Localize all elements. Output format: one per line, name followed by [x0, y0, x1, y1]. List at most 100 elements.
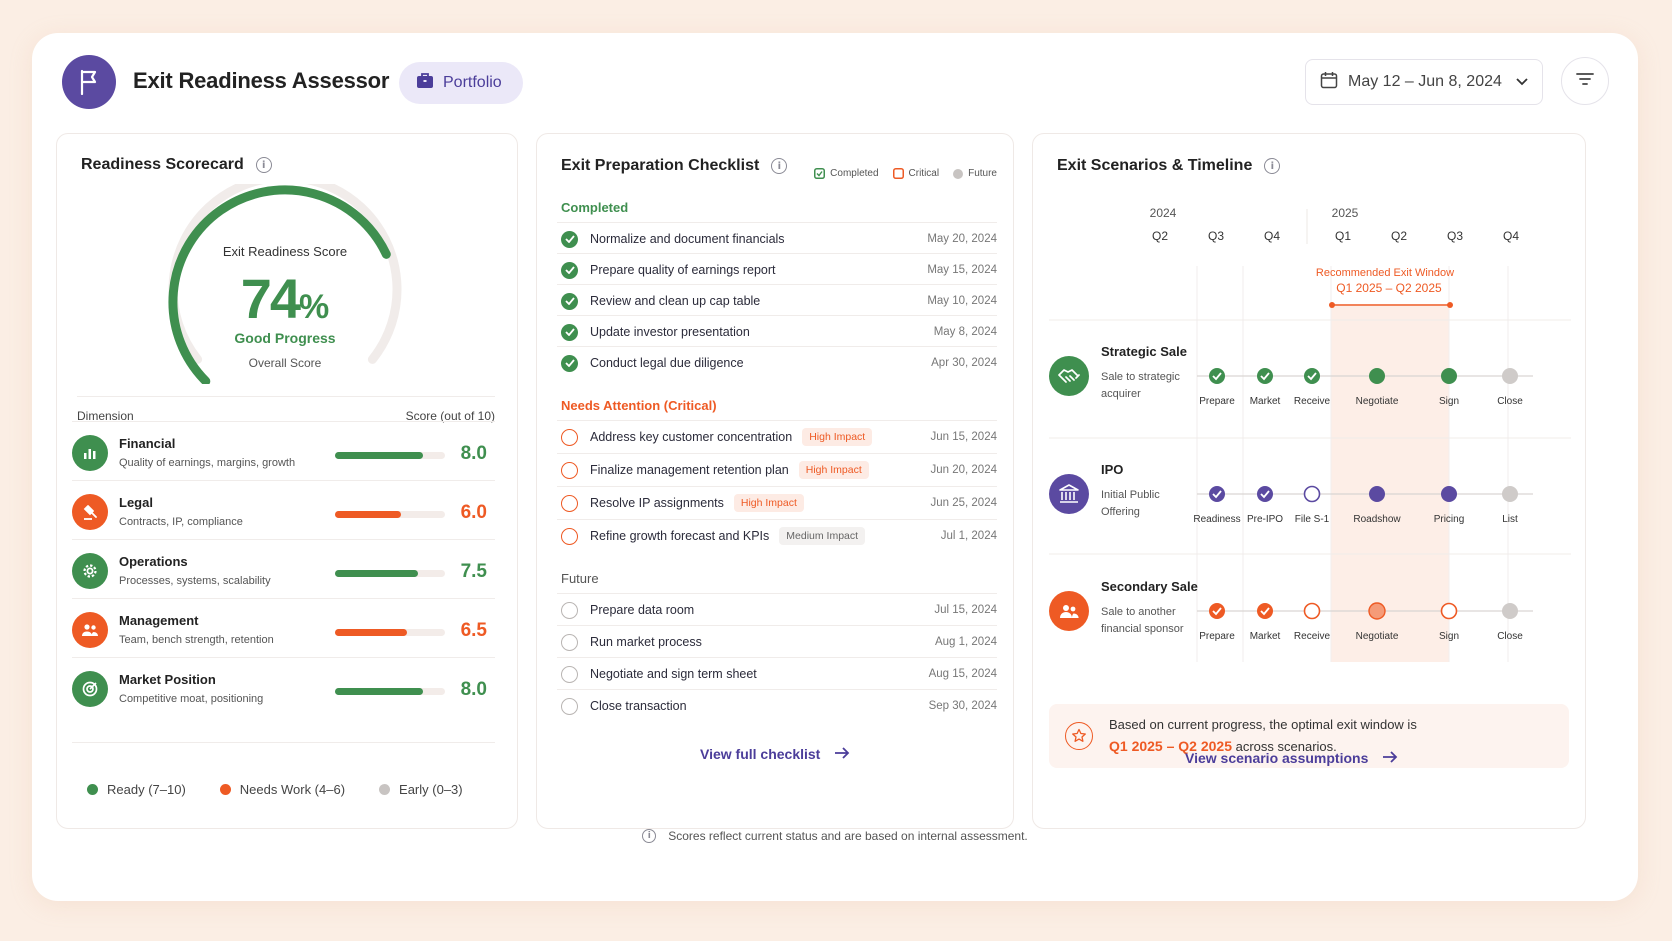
future-circle-icon[interactable]: [561, 665, 578, 683]
critical-circle-icon[interactable]: [561, 428, 578, 446]
dimension-bar: [335, 629, 445, 636]
checklist-item[interactable]: Conduct legal due diligence Apr 30, 2024: [557, 346, 997, 379]
milestone-done[interactable]: Prepare: [1199, 368, 1235, 407]
legend-ready-label: Ready (7–10): [107, 782, 186, 797]
dimension-row[interactable]: Management Team, bench strength, retenti…: [72, 598, 495, 660]
dimension-desc: Quality of earnings, margins, growth: [119, 457, 296, 469]
task-name: Prepare data room: [590, 603, 695, 617]
exit-window-note: Based on current progress, the optimal e…: [1049, 704, 1569, 768]
future-circle-icon[interactable]: [561, 697, 578, 715]
view-scenario-assumptions-link[interactable]: View scenario assumptions: [1185, 750, 1398, 766]
checklist-item[interactable]: Prepare quality of earnings report May 15…: [557, 253, 997, 286]
checklist-item[interactable]: Finalize management retention plan High I…: [557, 453, 997, 486]
scorecard-title: Readiness Scorecard i: [81, 156, 272, 174]
checklist-item[interactable]: Refine growth forecast and KPIs Medium Im…: [557, 519, 997, 552]
critical-circle-icon[interactable]: [561, 461, 578, 479]
milestone-done[interactable]: Readiness: [1193, 486, 1241, 525]
milestone-filled[interactable]: Negotiate: [1356, 368, 1399, 407]
milestone-done[interactable]: Market: [1250, 368, 1281, 407]
gauge-score: 74%: [167, 266, 403, 331]
milestone-future[interactable]: Close: [1497, 368, 1523, 407]
team-icon: [72, 612, 108, 648]
checklist-item[interactable]: Close transaction Sep 30, 2024: [557, 689, 997, 722]
milestone-done[interactable]: Prepare: [1199, 603, 1235, 642]
check-circle-icon[interactable]: [561, 354, 578, 372]
dimension-bar: [335, 452, 445, 459]
dimension-row[interactable]: Financial Quality of earnings, margins, …: [72, 421, 495, 483]
checklist-item[interactable]: Run market process Aug 1, 2024: [557, 625, 997, 658]
readiness-scorecard-card: Readiness Scorecard i Exit Readiness Sco…: [56, 133, 518, 829]
milestone-future[interactable]: List: [1502, 486, 1518, 525]
checklist-item[interactable]: Negotiate and sign term sheet Aug 15, 202…: [557, 657, 997, 690]
scenario-row[interactable]: IPO Initial Public Offering Readiness Pre-IP…: [1049, 462, 1533, 525]
legend-future: Future: [953, 168, 997, 179]
info-icon[interactable]: i: [1264, 158, 1281, 174]
milestone-filled[interactable]: Roadshow: [1353, 486, 1401, 525]
milestone-future[interactable]: Close: [1497, 603, 1523, 642]
info-icon[interactable]: i: [255, 157, 272, 173]
milestone-done[interactable]: Receive: [1294, 368, 1331, 407]
checklist-item[interactable]: Prepare data room Jul 15, 2024: [557, 593, 997, 626]
milestone-filled[interactable]: Pricing: [1434, 486, 1465, 525]
milestone-open[interactable]: File S-1: [1295, 485, 1330, 526]
scenario-row[interactable]: Strategic Sale Sale to strategic acquirer P…: [1049, 344, 1533, 407]
task-name: Close transaction: [590, 699, 687, 713]
future-circle-icon[interactable]: [561, 633, 578, 651]
scorecard-title-text: Readiness Scorecard: [81, 156, 244, 173]
milestone-label: Prepare: [1199, 631, 1235, 642]
dimension-row[interactable]: Legal Contracts, IP, compliance 6.0: [72, 480, 495, 542]
check-circle-icon[interactable]: [561, 261, 578, 279]
task-name: Negotiate and sign term sheet: [590, 667, 757, 681]
milestone-done[interactable]: Market: [1250, 603, 1281, 642]
critical-circle-icon[interactable]: [561, 527, 578, 545]
milestone-open[interactable]: Receive: [1294, 602, 1331, 643]
task-name: Run market process: [590, 635, 702, 649]
view-full-checklist-link[interactable]: View full checklist: [700, 746, 850, 762]
task-date: May 8, 2024: [933, 326, 997, 338]
scenario-desc: Initial Public: [1101, 489, 1160, 501]
task-name: Resolve IP assignments: [590, 496, 724, 510]
gauge-progress-arc: [168, 185, 391, 384]
date-range-picker[interactable]: May 12 – Jun 8, 2024: [1305, 59, 1543, 105]
milestone-label: Sign: [1439, 631, 1459, 642]
checklist-item[interactable]: Review and clean up cap table May 10, 202…: [557, 284, 997, 317]
scenario-name: IPO: [1101, 462, 1123, 477]
exit-window-label: Recommended Exit Window: [1316, 267, 1454, 279]
milestone-filled[interactable]: Sign: [1439, 368, 1459, 407]
checklist-item[interactable]: Update investor presentation May 8, 2024: [557, 315, 997, 348]
milestone-label: Market: [1250, 631, 1281, 642]
scorecard-legend: Ready (7–10) Needs Work (4–6) Early (0–3…: [87, 782, 463, 797]
checklist-item[interactable]: Address key customer concentration High I…: [557, 420, 997, 453]
dimension-row[interactable]: Market Position Competitive moat, positi…: [72, 657, 495, 719]
task-name: Address key customer concentration: [590, 430, 793, 444]
checklist-title-text: Exit Preparation Checklist: [561, 157, 760, 174]
future-circle-icon[interactable]: [561, 601, 578, 619]
bar-chart-icon: [72, 435, 108, 471]
flag-icon: [62, 55, 116, 109]
milestone-done[interactable]: Pre-IPO: [1247, 486, 1283, 525]
task-date: Sep 30, 2024: [928, 700, 997, 712]
task-name: Review and clean up cap table: [590, 294, 761, 308]
check-circle-icon[interactable]: [561, 292, 578, 310]
scenarios-title-text: Exit Scenarios & Timeline: [1057, 157, 1253, 174]
task-date: Jun 15, 2024: [930, 431, 997, 443]
scenario-row[interactable]: Secondary Sale Sale to another financial s…: [1049, 579, 1533, 642]
dimension-desc: Team, bench strength, retention: [119, 634, 274, 646]
checklist-item[interactable]: Resolve IP assignments High Impact Jun 25,…: [557, 486, 997, 519]
check-circle-icon[interactable]: [561, 323, 578, 341]
checklist-item[interactable]: Normalize and document financials May 20,…: [557, 222, 997, 255]
milestone-open[interactable]: Sign: [1439, 602, 1459, 643]
dimension-row[interactable]: Operations Processes, systems, scalabili…: [72, 539, 495, 601]
note-range: Q1 2025 – Q2 2025: [1109, 738, 1232, 754]
info-icon[interactable]: i: [771, 158, 788, 174]
portfolio-button[interactable]: Portfolio: [399, 62, 523, 104]
critical-circle-icon[interactable]: [561, 494, 578, 512]
milestone-soft[interactable]: Negotiate: [1356, 602, 1399, 642]
impact-tag: High Impact: [802, 428, 873, 446]
check-circle-icon[interactable]: [561, 230, 578, 248]
portfolio-label: Portfolio: [443, 74, 502, 91]
exit-scenarios-card: Exit Scenarios & Timeline i 2024 2025 Q2 Q3…: [1032, 133, 1586, 829]
legend-future-label: Future: [968, 168, 997, 179]
filter-button[interactable]: [1561, 57, 1609, 105]
legend-early-label: Early (0–3): [399, 782, 463, 797]
